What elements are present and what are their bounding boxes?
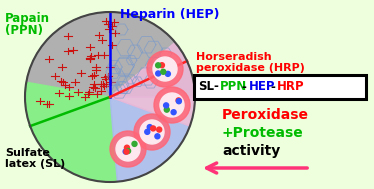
Circle shape [156,71,161,76]
Circle shape [165,71,171,76]
Circle shape [125,145,129,150]
FancyBboxPatch shape [194,75,366,99]
Circle shape [145,129,150,134]
Text: HEP: HEP [248,81,275,94]
Text: Sulfate: Sulfate [5,148,50,158]
Circle shape [140,120,164,144]
Text: SL-: SL- [198,81,219,94]
Circle shape [156,63,161,68]
Text: Horseradish: Horseradish [196,52,272,62]
Text: peroxidase (HRP): peroxidase (HRP) [196,63,305,73]
Circle shape [147,51,183,87]
Wedge shape [25,12,195,97]
Text: Papain: Papain [5,12,50,25]
Circle shape [126,149,131,153]
Text: (PPN): (PPN) [5,24,43,37]
Text: -: - [241,81,246,94]
Text: HRP: HRP [277,81,305,94]
Circle shape [155,134,160,139]
Circle shape [116,137,140,161]
Circle shape [132,141,137,146]
Text: -: - [270,81,275,94]
Circle shape [110,131,146,167]
Circle shape [171,110,176,115]
Circle shape [154,87,190,123]
Circle shape [151,126,156,131]
Circle shape [164,103,169,108]
Text: Heparin (HEP): Heparin (HEP) [120,8,220,21]
Circle shape [147,125,152,130]
Circle shape [123,149,128,154]
Circle shape [159,63,165,68]
Text: PPN: PPN [220,81,247,94]
Text: +Protease: +Protease [222,126,304,140]
Text: latex (SL): latex (SL) [5,159,65,169]
Wedge shape [110,97,195,126]
Wedge shape [25,82,117,182]
Circle shape [153,57,177,81]
Circle shape [157,127,162,132]
Circle shape [161,69,166,74]
Circle shape [177,99,181,104]
Wedge shape [110,42,195,97]
Text: Peroxidase: Peroxidase [222,108,309,122]
Text: activity: activity [222,144,280,158]
Wedge shape [110,97,190,182]
Circle shape [134,114,170,150]
Circle shape [124,149,129,154]
Circle shape [160,93,184,117]
Circle shape [176,98,181,103]
Circle shape [164,107,169,112]
